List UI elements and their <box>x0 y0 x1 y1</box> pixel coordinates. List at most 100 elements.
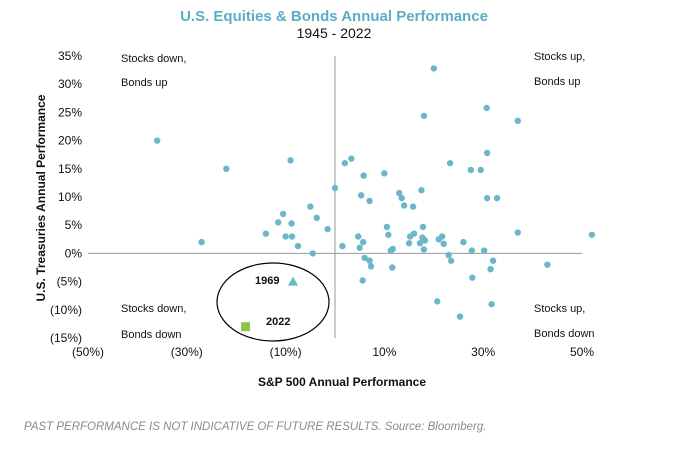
data-point <box>469 274 476 281</box>
data-point <box>420 246 428 253</box>
data-point <box>294 242 302 250</box>
quadrant-label-bottom-left: Stocks down, Bonds down <box>121 303 186 341</box>
data-point <box>410 230 418 237</box>
scatter-chart: U.S. Equities & Bonds Annual Performance… <box>34 8 596 389</box>
data-point <box>288 220 295 227</box>
y-tick-label: 15% <box>58 162 82 176</box>
quadrant-label-line: Bonds up <box>121 77 167 89</box>
data-point <box>438 233 446 240</box>
data-point <box>434 298 441 305</box>
y-tick-label: 0% <box>65 246 83 260</box>
x-tick-label: 10% <box>372 345 396 359</box>
data-point <box>483 194 491 202</box>
highlight-points <box>241 276 299 332</box>
data-point <box>274 219 282 226</box>
data-point <box>405 240 413 247</box>
highlight-point-1969 <box>288 276 299 286</box>
quadrant-label-line: Bonds up <box>534 76 580 88</box>
y-tick-label: (15%) <box>50 331 82 345</box>
data-point <box>366 257 373 264</box>
data-point <box>400 202 408 209</box>
data-point <box>288 233 296 240</box>
data-point <box>385 231 392 238</box>
quadrant-label-bottom-right: Stocks up, Bonds down <box>534 303 595 340</box>
data-point <box>416 240 424 247</box>
x-tick-label: 50% <box>570 345 594 359</box>
data-point <box>514 117 521 125</box>
data-point <box>307 203 314 210</box>
quadrant-label-line: Stocks down, <box>121 303 186 315</box>
data-point <box>488 300 495 308</box>
data-point <box>493 194 501 202</box>
chart-title: U.S. Equities & Bonds Annual Performance <box>180 8 488 25</box>
data-point <box>440 240 447 248</box>
highlight-point-2022 <box>241 322 251 332</box>
data-point <box>355 233 362 240</box>
data-point <box>430 65 437 72</box>
highlight-ellipse <box>216 262 330 342</box>
data-point <box>287 157 294 164</box>
data-point <box>447 257 455 264</box>
y-tick-label: (10%) <box>50 303 82 317</box>
data-point <box>398 194 405 202</box>
data-point <box>477 166 484 174</box>
data-point <box>588 231 596 238</box>
data-point <box>331 184 339 192</box>
data-point <box>282 233 289 240</box>
data-point <box>445 251 452 259</box>
y-tick-label: 25% <box>58 105 82 119</box>
data-point <box>359 277 366 284</box>
data-point <box>487 265 494 273</box>
y-tick-label: 20% <box>58 134 82 148</box>
x-tick-label: 30% <box>471 345 495 359</box>
data-point <box>468 247 476 254</box>
data-point <box>348 155 355 162</box>
data-point <box>419 223 427 231</box>
data-point <box>341 159 349 167</box>
data-point <box>223 165 230 172</box>
data-point <box>361 254 368 262</box>
data-point <box>381 170 388 177</box>
data-point <box>339 242 346 250</box>
data-point <box>446 159 454 167</box>
data-point <box>153 137 161 144</box>
data-point <box>309 250 316 257</box>
quadrant-label-line: Stocks up, <box>534 51 585 63</box>
quadrant-label-line: Bonds down <box>534 328 595 340</box>
data-point <box>279 210 287 218</box>
data-point <box>489 257 497 264</box>
data-point <box>262 230 270 237</box>
data-point <box>324 225 331 233</box>
data-point <box>483 104 490 112</box>
data-point <box>367 263 375 270</box>
data-point <box>359 238 367 246</box>
y-tick-label: 5% <box>65 218 83 232</box>
y-tick-label: 30% <box>58 77 82 91</box>
data-point <box>467 166 475 174</box>
footnote: PAST PERFORMANCE IS NOT INDICATIVE OF FU… <box>24 421 487 433</box>
data-point <box>421 237 429 244</box>
y-tick-label: 10% <box>58 190 82 204</box>
quadrant-label-line: Stocks up, <box>534 303 585 315</box>
year-label-1969: 1969 <box>255 275 279 287</box>
quadrant-label-top-left: Stocks down, Bonds up <box>121 53 186 89</box>
data-point <box>389 245 396 253</box>
year-label-2022: 2022 <box>266 316 290 328</box>
y-tick-label: (5%) <box>57 275 82 289</box>
data-point <box>366 197 373 205</box>
quadrant-label-top-right: Stocks up, Bonds up <box>534 51 585 88</box>
quadrant-label-line: Bonds down <box>121 329 182 341</box>
data-point <box>480 247 488 254</box>
data-point <box>420 112 428 119</box>
y-axis-title: U.S. Treasuries Annual Performance <box>34 94 48 301</box>
data-point <box>396 189 403 197</box>
data-point <box>456 313 464 320</box>
data-point <box>460 238 467 246</box>
data-point <box>357 192 365 199</box>
x-axis-ticks: (50%) (30%) (10%) 10% 30% 50% <box>72 345 594 359</box>
quadrant-label-line: Stocks down, <box>121 53 186 65</box>
data-point <box>313 214 320 222</box>
data-point <box>544 261 551 268</box>
chart-subtitle: 1945 - 2022 <box>297 25 372 41</box>
data-point <box>514 229 521 236</box>
